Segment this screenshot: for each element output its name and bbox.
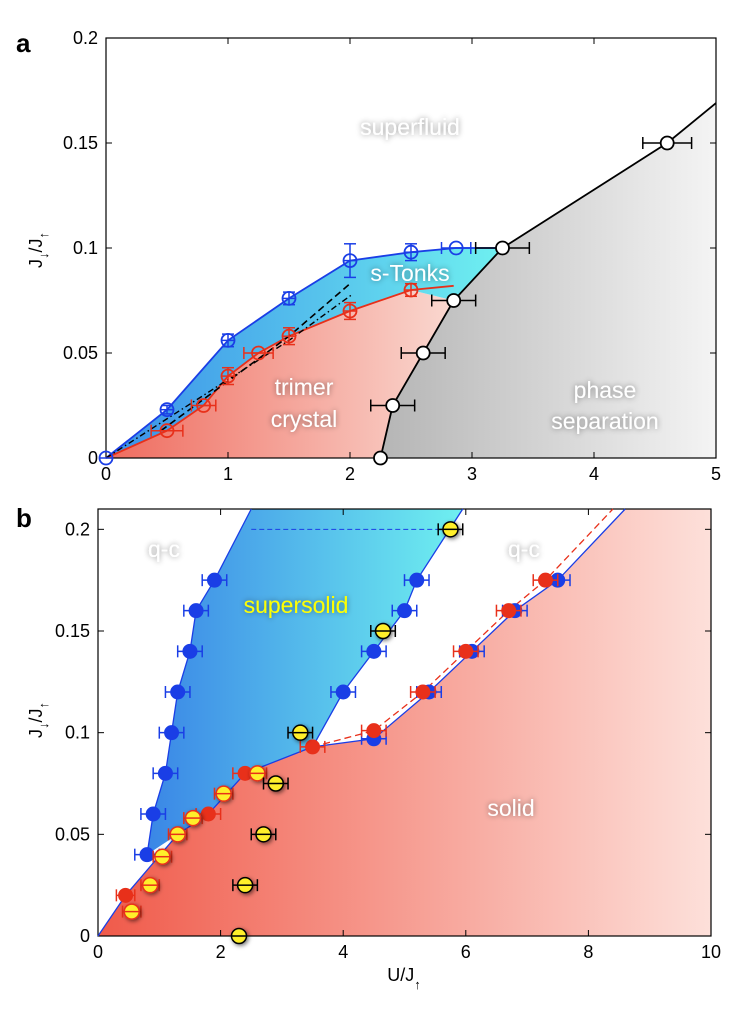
point-b-red-marker xyxy=(458,643,474,659)
ylabel-a-sub-down: ↓ xyxy=(36,253,51,260)
panel-b-regions xyxy=(98,509,711,936)
point-b-blue-marker xyxy=(145,806,161,822)
ylabel-a-j: J xyxy=(26,259,46,268)
svg-text:U/J↑: U/J↑ xyxy=(387,965,421,992)
region-phase-separation xyxy=(380,103,716,458)
panel-a-ytick-label: 0.15 xyxy=(63,133,98,153)
panel-b-xlabel: U/J↑ xyxy=(387,965,421,992)
panel-a-ylabel: J↓/J↑ xyxy=(26,232,51,268)
panel-b-markers xyxy=(115,521,571,945)
point-b-red-marker xyxy=(305,739,321,755)
label-phase-line1: phase xyxy=(574,377,637,403)
panel-b-xtick-label: 0 xyxy=(93,942,103,962)
ylabel-b-sub-down: ↓ xyxy=(36,723,51,730)
point-a-black-marker xyxy=(659,135,675,151)
panel-b-xtick-label: 4 xyxy=(338,942,348,962)
panel-b-ytick-label: 0.1 xyxy=(65,723,90,743)
panel-a-xtick-label: 2 xyxy=(345,464,355,484)
panel-a-region-labels: superfluid s-Tonks trimer crystal phase … xyxy=(271,114,659,434)
point-b-red-marker xyxy=(200,806,216,822)
panel-b-plot-frame xyxy=(97,508,712,937)
point-b-blue-marker xyxy=(182,643,198,659)
region-trimer-crystal xyxy=(106,290,454,458)
point-a-black-marker xyxy=(373,450,388,466)
panel-a-xtick-label: 4 xyxy=(589,464,599,484)
xlabel-b-sub: ↑ xyxy=(414,977,421,992)
point-a-black-marker xyxy=(446,293,462,308)
point-b-red-marker xyxy=(501,603,517,619)
panel-b-xtick-label: 6 xyxy=(461,942,471,962)
ylabel-b-sub-up: ↑ xyxy=(36,702,51,709)
panel-b: b 0 2 4 6 8 10 0 0.05 0.1 0.15 0.2 q-c q-c superso… xyxy=(16,503,721,992)
panel-b-region-labels: q-c q-c supersolid solid xyxy=(148,536,540,821)
panel-a-ytick-label: 0.05 xyxy=(63,343,98,363)
panel-b-ytick-label: 0.05 xyxy=(55,824,90,844)
panel-a-axes: 0 1 2 3 4 5 0 0.05 0.1 0.15 0.2 xyxy=(63,28,721,484)
panel-a-ytick-label: 0.2 xyxy=(73,28,98,48)
panel-b-ylabel: J↓/J↑ xyxy=(26,702,51,738)
panel-b-axes: 0 2 4 6 8 10 0 0.05 0.1 0.15 0.2 xyxy=(55,508,721,962)
panel-a-ytick-label: 0 xyxy=(88,448,98,468)
point-a-black-marker xyxy=(385,398,401,413)
point-b-red-marker xyxy=(537,572,553,588)
label-trimer-line2: crystal xyxy=(271,406,337,432)
point-b-blue-marker xyxy=(335,684,351,700)
point-b-blue-marker xyxy=(397,603,412,619)
panel-b-ytick-label: 0 xyxy=(80,926,90,946)
ylabel-b-j: J xyxy=(26,729,46,738)
panel-a: a 0 1 2 3 4 5 0 0.05 0.1 0.15 0.2 superfluid s-Ton… xyxy=(16,28,721,484)
panel-b-ytick-label: 0.2 xyxy=(65,519,90,539)
point-b-blue-marker xyxy=(157,765,173,781)
panel-a-xtick-label: 1 xyxy=(223,464,233,484)
point-b-blue-marker xyxy=(164,725,180,741)
point-b-blue-marker xyxy=(139,847,155,863)
ylabel-a-mid: /J xyxy=(26,238,46,252)
panel-b-xtick-label: 8 xyxy=(583,942,593,962)
label-phase-line2: separation xyxy=(551,408,658,434)
panel-a-xtick-label: 3 xyxy=(467,464,477,484)
point-b-red-marker xyxy=(415,684,431,700)
point-b-blue-marker xyxy=(206,572,222,588)
panel-a-ytick-label: 0.1 xyxy=(73,238,98,258)
panel-a-regions xyxy=(106,103,716,458)
svg-text:J↓/J↑: J↓/J↑ xyxy=(26,232,51,268)
panel-b-ytick-label: 0.15 xyxy=(55,621,90,641)
point-b-red-marker xyxy=(118,887,134,903)
ylabel-a-sub-up: ↑ xyxy=(36,232,51,239)
panel-b-letter: b xyxy=(16,503,32,533)
point-b-blue-marker xyxy=(409,572,425,588)
panel-b-xtick-label: 2 xyxy=(216,942,226,962)
label-qc-left: q-c xyxy=(148,536,180,562)
panel-a-xtick-label: 5 xyxy=(711,464,721,484)
label-solid: solid xyxy=(487,795,534,821)
label-s-tonks: s-Tonks xyxy=(370,260,449,286)
point-b-blue-marker xyxy=(366,643,382,659)
region-supersolid xyxy=(147,509,463,855)
label-qc-right: q-c xyxy=(508,536,540,562)
label-superfluid: superfluid xyxy=(360,114,460,140)
panel-a-xtick-label: 0 xyxy=(101,464,111,484)
svg-text:J↓/J↑: J↓/J↑ xyxy=(26,702,51,738)
point-b-red-marker xyxy=(366,723,382,739)
label-supersolid: supersolid xyxy=(244,592,349,618)
point-b-blue-marker xyxy=(188,603,204,619)
point-b-blue-marker xyxy=(170,684,186,700)
panel-a-letter: a xyxy=(16,28,31,58)
label-trimer-line1: trimer xyxy=(275,374,334,400)
panel-b-xtick-label: 10 xyxy=(701,942,721,962)
ylabel-b-mid: /J xyxy=(26,708,46,722)
panel-a-markers xyxy=(98,135,693,466)
point-a-black-marker xyxy=(415,345,431,361)
point-a-black-marker xyxy=(495,240,510,256)
xlabel-b-main: U/J xyxy=(387,965,414,985)
